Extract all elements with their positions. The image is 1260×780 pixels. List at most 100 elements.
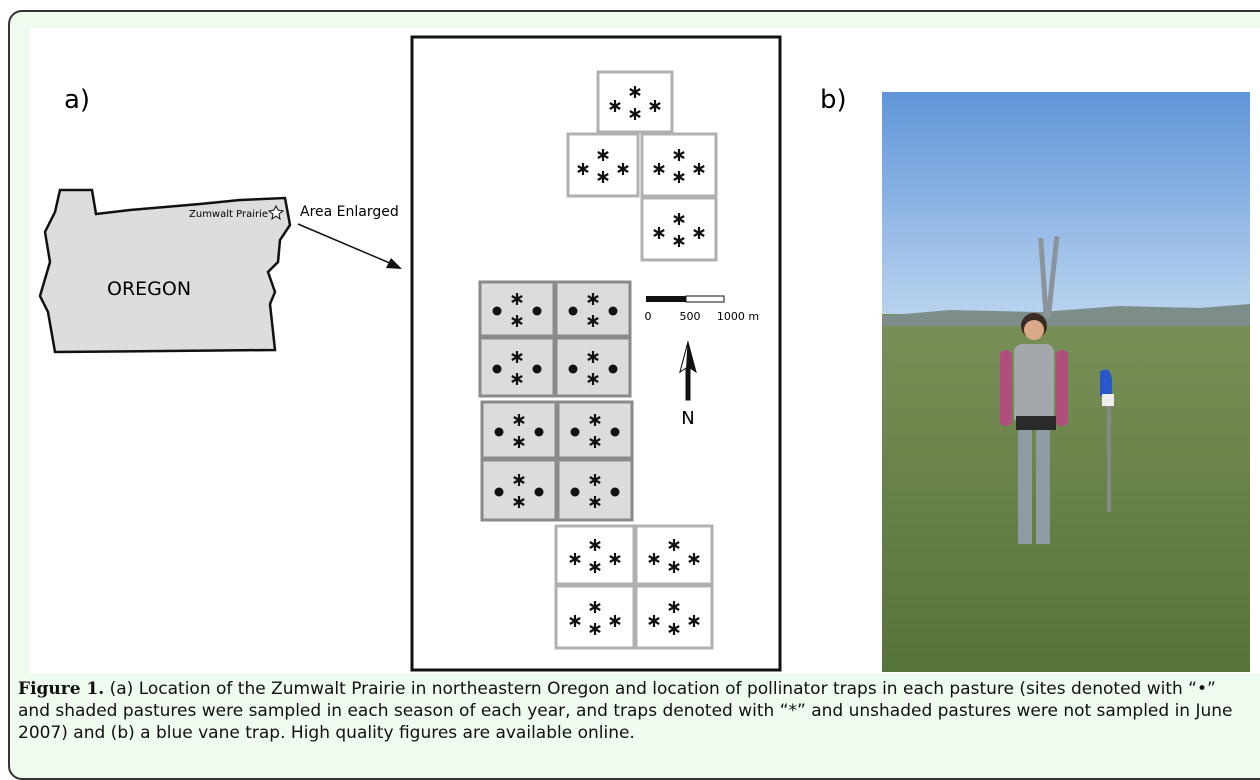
shaded-pasture [556,458,634,522]
state-label: OREGON [107,278,191,300]
shaded-pasture [554,336,632,398]
pasture [566,132,640,198]
trap-asterisk [589,603,601,611]
trap-asterisk [617,165,629,173]
arrow-label: Area Enlarged [300,204,399,220]
trap-asterisk [513,476,525,484]
trap-asterisk [511,295,523,303]
trap-asterisk [688,617,700,625]
trap-asterisk [649,102,661,110]
trap-dot [608,364,618,374]
trap-dot [608,306,618,316]
trap-dot [568,364,578,374]
trap-dot [532,306,542,316]
trap-asterisk [589,625,601,633]
scale-bar [646,296,686,302]
scale-label: 1000 m [717,310,759,323]
figure: a) OREGON Zumwalt Prairie Area Enlarged … [30,28,1260,673]
trap-asterisk [569,617,581,625]
caption: Figure 1. (a) Location of the Zumwalt Pr… [18,678,1243,744]
trap-dot [610,487,620,497]
trap-asterisk [513,498,525,506]
trap-asterisk [569,555,581,563]
shaded-pasture [480,400,558,460]
trap-asterisk [693,229,705,237]
trap-asterisk [587,317,599,325]
panel-label: a) [64,85,90,115]
arrow [297,223,393,265]
trap-asterisk [589,476,601,484]
pasture [554,524,636,586]
trap-asterisk [609,102,621,110]
trap-asterisk [629,88,641,96]
trap-asterisk [673,237,685,245]
shaded-pasture [554,280,632,338]
trap-asterisk [589,541,601,549]
trap-dot [570,427,580,437]
trap-asterisk [587,295,599,303]
oregon-map [38,188,292,354]
trap-asterisk [653,165,665,173]
arrow-head [386,258,402,269]
trap-asterisk [673,151,685,159]
trap-asterisk [513,416,525,424]
trap-dot [570,487,580,497]
pasture [640,196,718,262]
trap-asterisk [577,165,589,173]
pastures [478,70,718,650]
trap-asterisk [589,498,601,506]
trap-asterisk [511,353,523,361]
trap-asterisk [668,541,680,549]
trap-dot [534,427,544,437]
trap-asterisk [629,110,641,118]
trap-dot [534,487,544,497]
shaded-pasture [478,280,556,338]
north-arrow [679,341,689,381]
trap-asterisk [688,555,700,563]
site-star [267,204,285,221]
trap-asterisk [597,151,609,159]
trap-asterisk [609,617,621,625]
pasture [596,70,674,134]
trap-asterisk [693,165,705,173]
trap-asterisk [597,173,609,181]
trap-dot [492,306,502,316]
trap-asterisk [609,555,621,563]
pasture [634,524,714,586]
north-label: N [681,408,694,429]
trap-dot [494,487,504,497]
trap-asterisk [589,438,601,446]
trap-asterisk [648,617,660,625]
trap-asterisk [511,317,523,325]
trap-asterisk [653,229,665,237]
panel-label: b) [820,85,847,115]
trap-asterisk [589,416,601,424]
pasture [554,584,636,650]
trap-dot [494,427,504,437]
pasture [634,584,714,650]
trap-asterisk [673,173,685,181]
trap-asterisk [668,603,680,611]
trap-dot [532,364,542,374]
trap-asterisk [648,555,660,563]
site-label: Zumwalt Prairie [189,209,268,220]
shaded-pasture [556,400,634,460]
scale-bar [685,295,725,303]
pasture [640,132,718,198]
trap-dot [568,306,578,316]
trap-asterisk [668,563,680,571]
scale-label: 0 [645,310,652,323]
caption-label: Figure 1. [18,679,105,699]
trap-asterisk [511,375,523,383]
trap-asterisk [673,215,685,223]
trap-asterisk [587,375,599,383]
trap-asterisk [668,625,680,633]
shaded-pasture [480,458,558,522]
scale-label: 500 [680,310,701,323]
photo [882,92,1250,672]
trap-dot [610,427,620,437]
caption-text: (a) Location of the Zumwalt Prairie in n… [18,679,1233,743]
shaded-pasture [478,336,556,398]
trap-dot [492,364,502,374]
